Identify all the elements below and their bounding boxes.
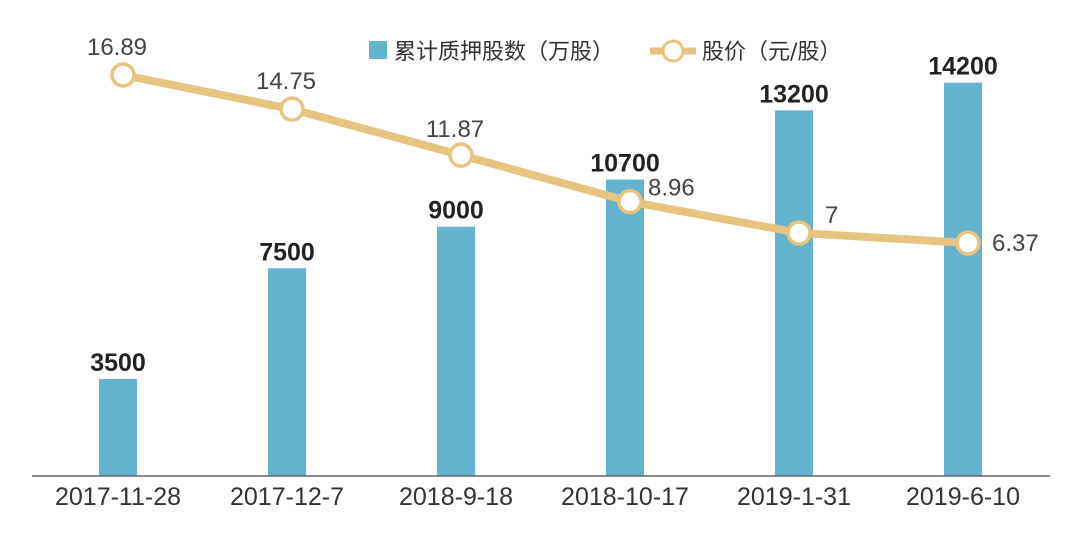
- legend: 累计质押股数（万股） 股价（元/股）: [369, 39, 841, 65]
- price-point: [279, 96, 305, 122]
- price-value-label: 7: [825, 202, 838, 229]
- x-tick-label: 2017-12-7: [230, 483, 344, 511]
- bar-value-label: 10700: [590, 150, 660, 178]
- legend-line-marker: [661, 39, 685, 63]
- bar: [268, 268, 306, 476]
- x-tick-label: 2018-10-17: [561, 483, 689, 511]
- x-tick-label: 2017-11-28: [55, 483, 181, 511]
- legend-bar-label: 累计质押股数（万股）: [394, 40, 614, 65]
- bar-value-label: 9000: [428, 197, 484, 225]
- x-tick-label: 2019-6-10: [906, 483, 1020, 511]
- price-point: [955, 230, 981, 256]
- x-tick-label: 2018-9-18: [399, 483, 513, 511]
- bar-value-label: 3500: [90, 349, 146, 377]
- price-point: [448, 142, 474, 168]
- price-point: [110, 62, 136, 88]
- price-value-label: 8.96: [648, 175, 695, 202]
- legend-line-label: 股价（元/股）: [702, 40, 841, 65]
- bar-value-label: 14200: [928, 53, 998, 81]
- price-point: [617, 188, 643, 215]
- bar: [606, 179, 644, 477]
- bar-value-label: 7500: [259, 238, 315, 266]
- bar-value-label: 13200: [759, 80, 829, 108]
- x-tick-label: 2019-1-31: [737, 483, 851, 511]
- bar: [99, 379, 137, 476]
- price-value-label: 16.89: [87, 34, 147, 61]
- price-value-label: 6.37: [992, 230, 1039, 257]
- bar: [775, 110, 813, 477]
- price-line: [122, 71, 969, 247]
- price-point: [786, 220, 812, 246]
- legend-bar-swatch: [369, 41, 387, 59]
- bar: [944, 82, 982, 476]
- price-value-label: 11.87: [426, 116, 484, 143]
- bar: [437, 226, 475, 476]
- price-value-label: 14.75: [256, 68, 316, 95]
